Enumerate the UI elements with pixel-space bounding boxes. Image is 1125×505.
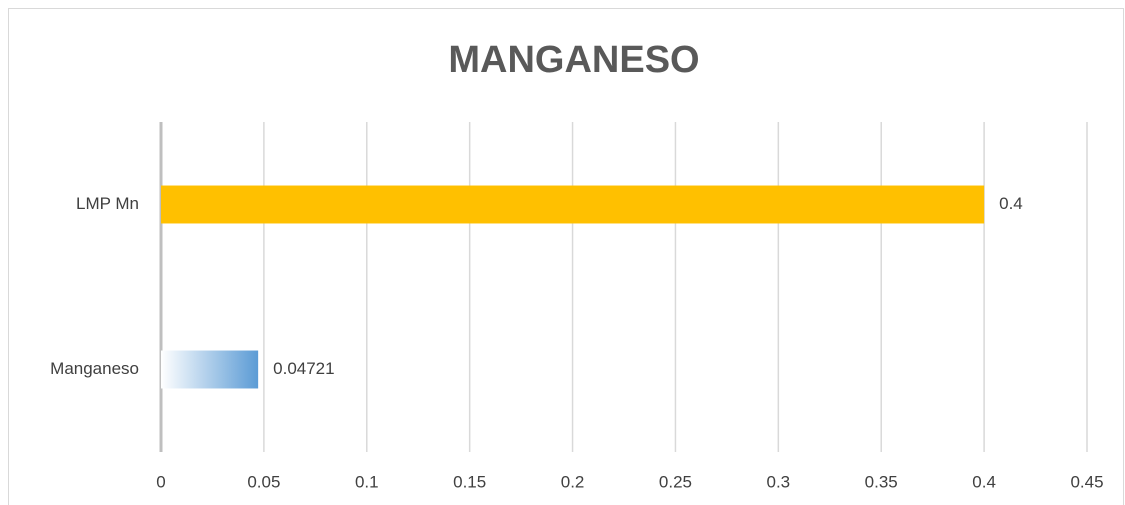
chart-title: MANGANESO — [448, 39, 699, 81]
chart-border — [8, 8, 1124, 505]
x-tick-label: 0.4 — [972, 472, 996, 491]
x-tick-label: 0 — [156, 472, 165, 491]
bar — [161, 350, 259, 389]
data-label: 0.4 — [999, 194, 1023, 213]
x-tick-label: 0.15 — [453, 472, 486, 491]
x-tick-label: 0.25 — [659, 472, 692, 491]
data-label: 0.04721 — [273, 359, 334, 378]
x-tick-label: 0.45 — [1070, 472, 1103, 491]
y-tick-label: LMP Mn — [76, 194, 139, 213]
x-tick-label: 0.35 — [865, 472, 898, 491]
y-tick-label: Manganeso — [50, 359, 139, 378]
x-tick-label: 0.05 — [247, 472, 280, 491]
x-tick-label: 0.2 — [561, 472, 585, 491]
x-tick-label: 0.3 — [767, 472, 791, 491]
x-tick-label: 0.1 — [355, 472, 379, 491]
bar — [161, 185, 985, 224]
